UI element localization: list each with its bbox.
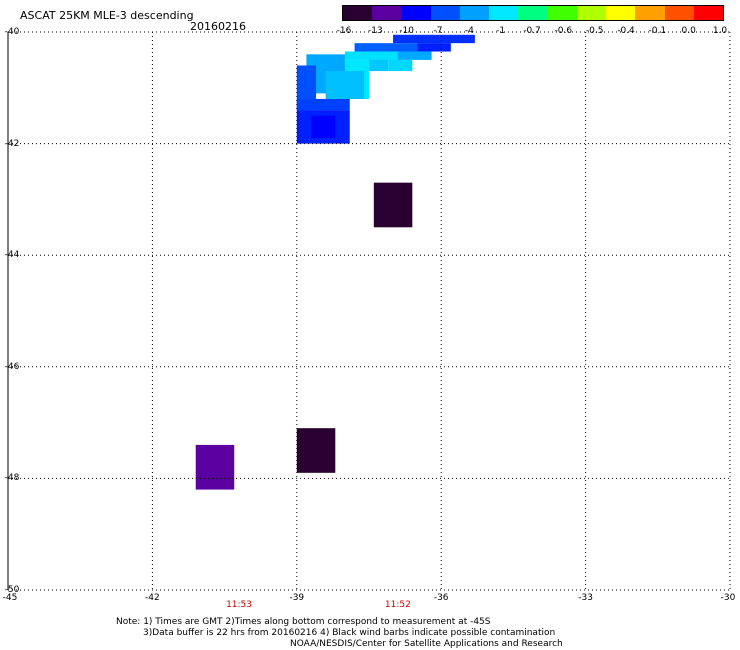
latitude-label: -44 — [4, 250, 20, 261]
colorbar-segment — [401, 6, 431, 20]
wind-cell — [325, 71, 365, 99]
longitude-label: -45 — [2, 593, 18, 603]
colorbar — [342, 5, 724, 21]
time-label: 11:52 — [384, 600, 411, 610]
colorbar-segment — [459, 6, 490, 20]
latitude-label: -48 — [4, 473, 20, 484]
wind-cell — [296, 98, 350, 111]
latitude-label: -50 — [4, 585, 20, 595]
colorbar-segment — [518, 6, 548, 20]
colorbar-segment — [576, 6, 607, 20]
latitude-label: -46 — [4, 361, 20, 372]
colorbar-label: -0.1 — [648, 26, 667, 36]
colorbar-labels: -16 -13 -10 -7 -4 -1 -0.7 -0.6 -0.5 -0.4 -0.1 0.0 1.… — [337, 26, 728, 38]
wind-cell — [369, 51, 432, 60]
colorbar-label: -0.4 — [617, 26, 635, 36]
colorbar-segment — [430, 6, 460, 20]
colorbar-label: -0.6 — [554, 26, 573, 36]
wind-cell — [344, 51, 398, 60]
wind-cell — [195, 444, 235, 490]
latitude-label: -42 — [4, 138, 20, 149]
colorbar-label: -0.7 — [523, 26, 541, 36]
wind-cell — [296, 428, 336, 473]
wind-cell — [354, 43, 418, 52]
wind-cell — [393, 34, 475, 44]
time-label: 11:53 — [226, 600, 252, 610]
colorbar-label: -1 — [496, 26, 506, 36]
longitude-label: -36 — [433, 593, 449, 603]
colorbar-segment — [664, 6, 694, 20]
colorbar-label: 0.0 — [681, 26, 696, 36]
colorbar-segment — [693, 6, 724, 20]
colorbar-label: -10 — [399, 26, 415, 36]
colorbar-label: -13 — [367, 26, 383, 36]
colorbar-segment — [547, 6, 577, 20]
colorbar-segment — [606, 6, 636, 20]
colorbar-segment — [635, 6, 665, 20]
colorbar-label: -16 — [336, 26, 352, 36]
note-line-1: Note: 1) Times are GMT 2)Times along bot… — [116, 617, 491, 627]
colorbar-label: -7 — [433, 26, 443, 36]
colorbar-segment — [372, 6, 402, 20]
wind-cell — [373, 182, 413, 228]
colorbar-label: -4 — [464, 26, 474, 36]
longitude-label: -42 — [145, 593, 160, 603]
note-line-2: 3)Data buffer is 22 hrs from 20160216 4)… — [143, 628, 556, 638]
latitude-label: -40 — [4, 27, 20, 37]
colorbar-segment — [489, 6, 519, 20]
colorbar-label: 1.0 — [712, 26, 728, 36]
longitude-label: -30 — [720, 593, 736, 603]
wind-cell — [388, 59, 413, 72]
colorbar-label: -0.5 — [585, 26, 604, 36]
wind-cell — [417, 43, 451, 52]
wind-cell — [311, 115, 336, 139]
longitude-label: -39 — [289, 593, 305, 603]
product-title: ASCAT 25KM MLE-3 descending — [20, 9, 194, 22]
note-line-3: NOAA/NESDIS/Center for Satellite Applica… — [290, 639, 563, 649]
product-date: 20160216 — [190, 20, 246, 33]
colorbar-segment — [343, 6, 373, 20]
longitude-label: -33 — [578, 593, 593, 603]
